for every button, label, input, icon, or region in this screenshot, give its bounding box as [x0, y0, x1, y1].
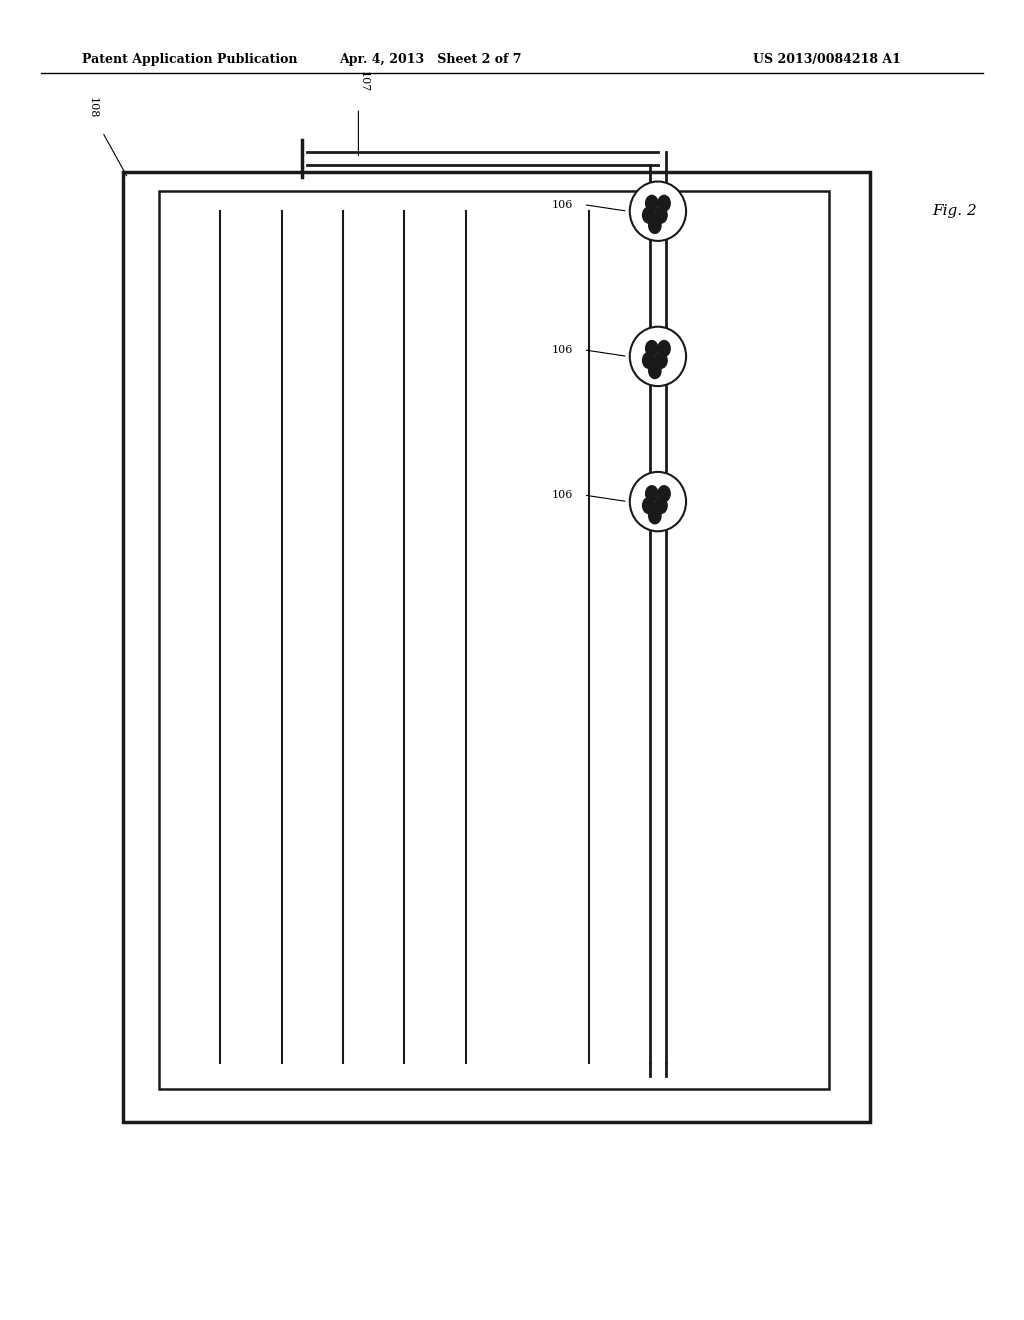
Ellipse shape [630, 326, 686, 385]
Ellipse shape [630, 471, 686, 532]
Circle shape [645, 486, 657, 502]
Circle shape [643, 352, 655, 368]
Circle shape [655, 352, 668, 368]
Ellipse shape [630, 181, 686, 242]
Text: 108: 108 [87, 98, 97, 119]
Text: Patent Application Publication: Patent Application Publication [82, 53, 297, 66]
Circle shape [657, 341, 670, 356]
Circle shape [643, 207, 655, 223]
Text: 106: 106 [552, 345, 573, 355]
Text: Fig. 2: Fig. 2 [932, 205, 977, 218]
Text: US 2013/0084218 A1: US 2013/0084218 A1 [754, 53, 901, 66]
Text: 106: 106 [552, 199, 573, 210]
Circle shape [655, 207, 668, 223]
Text: Apr. 4, 2013   Sheet 2 of 7: Apr. 4, 2013 Sheet 2 of 7 [339, 53, 521, 66]
Bar [159, 191, 829, 1089]
Circle shape [649, 218, 662, 234]
Circle shape [643, 498, 655, 513]
Circle shape [645, 341, 657, 356]
Text: 107: 107 [358, 71, 369, 92]
Circle shape [645, 195, 657, 211]
Circle shape [657, 195, 670, 211]
Circle shape [649, 508, 662, 524]
Circle shape [657, 486, 670, 502]
Bar [123, 172, 870, 1122]
Text: 106: 106 [552, 490, 573, 500]
Circle shape [649, 363, 662, 379]
Circle shape [655, 498, 668, 513]
